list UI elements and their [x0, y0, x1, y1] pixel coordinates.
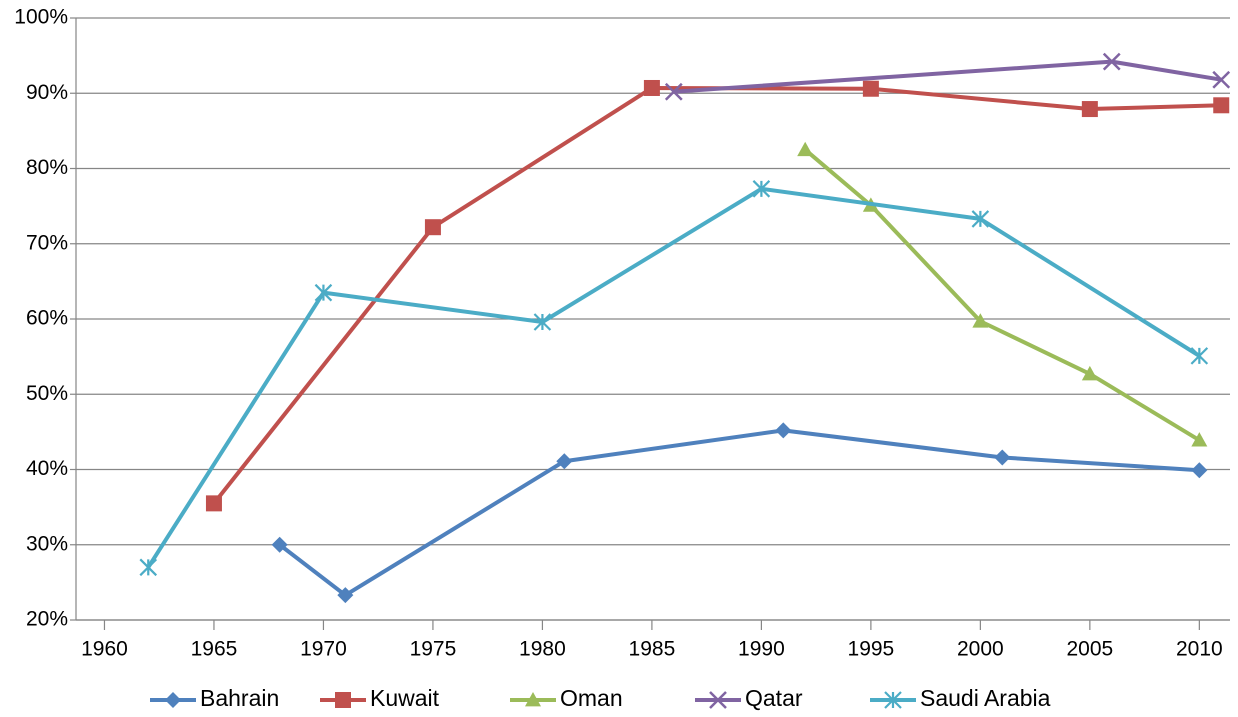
- y-tick-label: 20%: [26, 608, 68, 631]
- marker: [314, 283, 333, 302]
- marker: [709, 691, 727, 709]
- legend: Bahrain Kuwait Oman Qatar Saudi Arabia: [150, 685, 1051, 711]
- x-tick-label: 1985: [629, 638, 676, 661]
- marker: [1213, 97, 1230, 114]
- marker: [1081, 365, 1098, 381]
- y-tick-label: 70%: [26, 231, 68, 254]
- y-tick-label: 60%: [26, 307, 68, 330]
- marker: [971, 210, 990, 228]
- series-line: [146, 186, 1201, 569]
- marker: [335, 692, 351, 708]
- series-line: [803, 148, 1201, 442]
- series-line: [212, 85, 1222, 505]
- marker: [862, 80, 879, 97]
- marker: [643, 79, 660, 96]
- y-tick-label: 50%: [26, 382, 68, 405]
- x-tick-label: 1970: [300, 638, 347, 661]
- marker: [1102, 52, 1121, 71]
- marker: [797, 141, 814, 157]
- marker: [139, 558, 158, 577]
- marker: [556, 453, 573, 470]
- legend-label: Oman: [560, 685, 623, 711]
- y-tick-label: 80%: [26, 156, 68, 179]
- series-line: [278, 428, 1200, 598]
- x-tick-label: 2010: [1176, 638, 1223, 661]
- legend-label: Saudi Arabia: [920, 685, 1051, 711]
- x-tick-label: 1975: [410, 638, 457, 661]
- legend-label: Bahrain: [200, 685, 279, 711]
- legend-label: Kuwait: [370, 685, 440, 711]
- x-tick-label: 2000: [957, 638, 1004, 661]
- marker: [752, 180, 771, 198]
- x-tick-label: 1990: [738, 638, 785, 661]
- x-tick-label: 1960: [81, 638, 128, 661]
- marker: [165, 692, 181, 708]
- marker: [533, 313, 552, 331]
- marker: [205, 495, 222, 512]
- marker: [1191, 462, 1208, 479]
- marker: [337, 587, 354, 604]
- marker: [775, 422, 792, 439]
- marker: [424, 219, 441, 236]
- x-tick-label: 1980: [519, 638, 566, 661]
- marker: [884, 691, 902, 709]
- marker: [1190, 347, 1209, 365]
- x-tick-label: 1965: [191, 638, 238, 661]
- series-line: [673, 59, 1222, 94]
- legend-label: Qatar: [745, 685, 803, 711]
- marker: [1191, 432, 1208, 447]
- y-tick-label: 40%: [26, 457, 68, 480]
- x-tick-label: 1995: [848, 638, 895, 661]
- marker: [664, 82, 683, 101]
- y-tick-label: 90%: [26, 81, 68, 104]
- y-tick-label: 100%: [14, 6, 68, 29]
- marker: [1081, 101, 1098, 118]
- y-tick-label: 30%: [26, 532, 68, 555]
- marker: [525, 692, 541, 707]
- marker: [972, 313, 989, 328]
- marker: [1212, 70, 1231, 89]
- marker: [994, 449, 1011, 466]
- marker: [271, 536, 288, 553]
- x-tick-label: 2005: [1066, 638, 1113, 661]
